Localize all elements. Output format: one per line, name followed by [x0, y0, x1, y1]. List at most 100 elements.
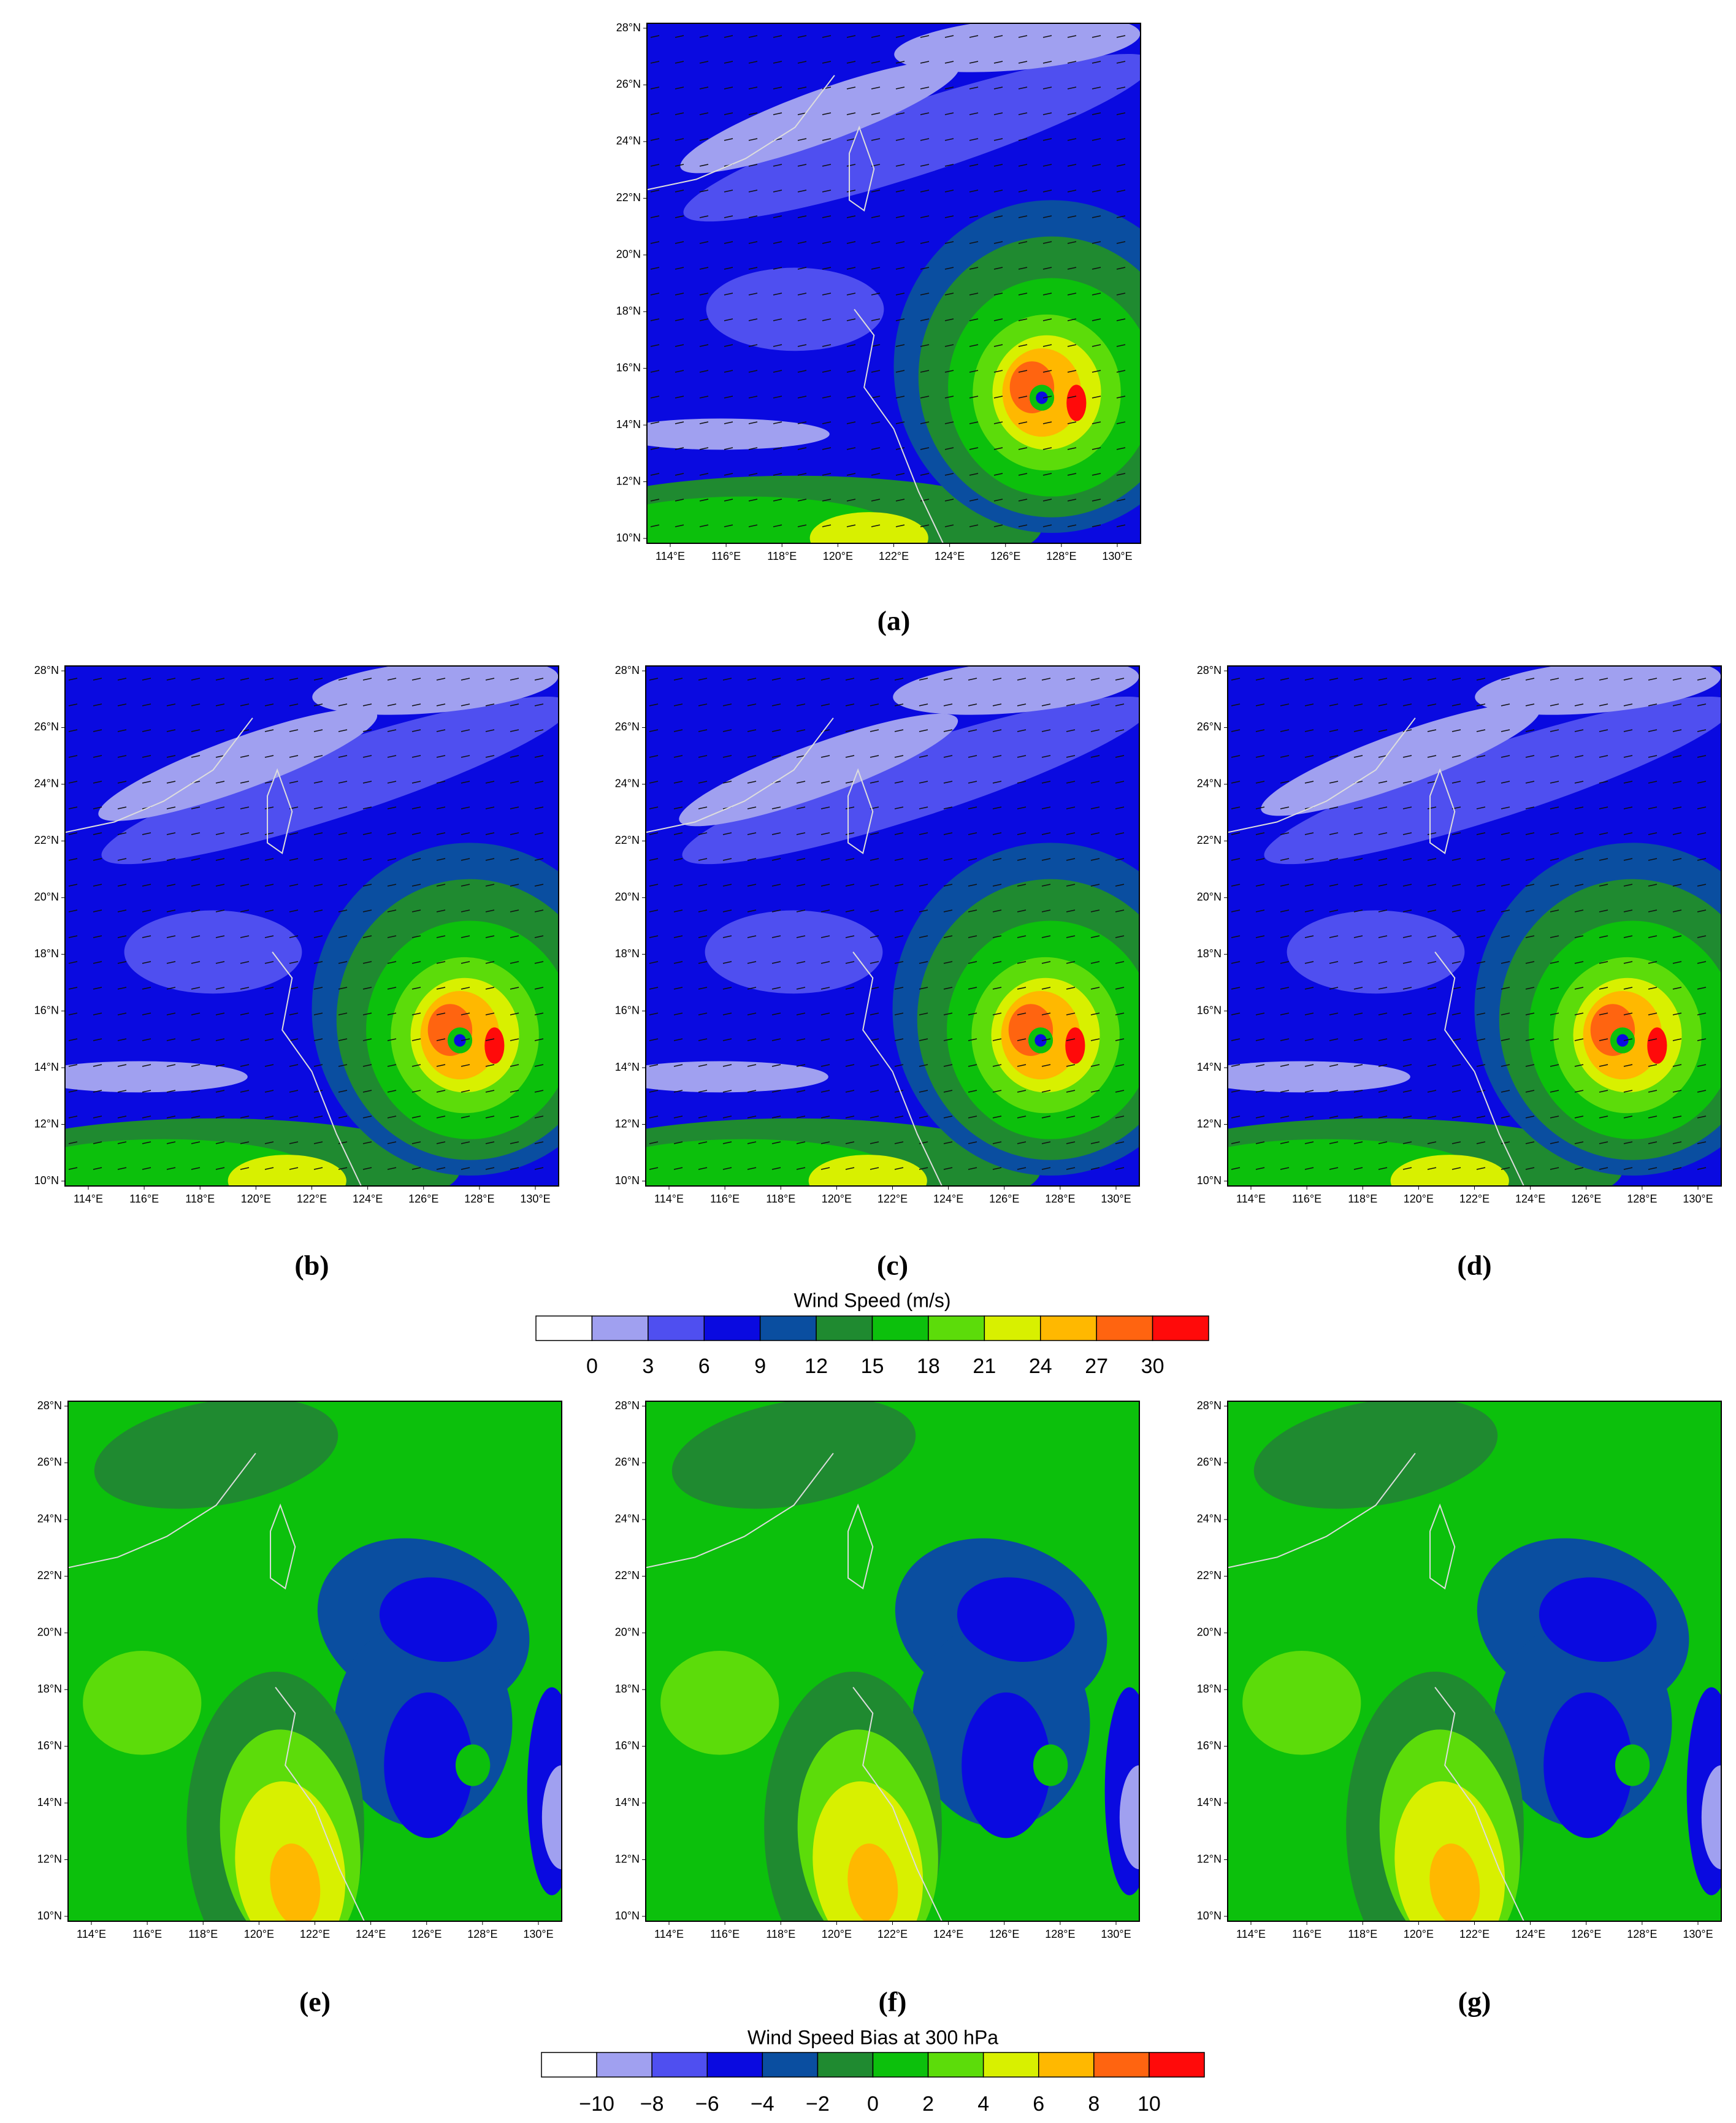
wind-vector [722, 961, 732, 964]
wind-vector [1353, 935, 1363, 938]
contour-region [541, 1765, 562, 1870]
wind-vector [387, 1038, 397, 1041]
wind-vector [1304, 1090, 1314, 1093]
wind-vector [944, 524, 954, 527]
wind-vector [117, 987, 127, 990]
lon-label: 126°E [990, 550, 1020, 562]
lon-label: 116°E [1292, 1193, 1321, 1205]
wind-vector [93, 858, 102, 861]
lat-label: 10°N [615, 1174, 640, 1187]
wind-vector [461, 678, 470, 681]
wind-vector [797, 473, 807, 476]
wind-vector [895, 267, 905, 270]
lon-label: 128°E [1045, 1193, 1075, 1205]
wind-vector [362, 961, 372, 964]
wind-vector [993, 344, 1003, 347]
wind-vector [264, 858, 274, 861]
wind-vector [1574, 678, 1584, 681]
wind-vector [1574, 703, 1584, 706]
wind-vector [485, 1167, 495, 1170]
wind-vector [1451, 1141, 1461, 1144]
coastline [65, 717, 253, 833]
lon-label: 130°E [1101, 1193, 1131, 1205]
wind-vector [68, 832, 78, 835]
wind-vector [461, 781, 470, 784]
wind-vector [845, 961, 855, 964]
wind-vector [920, 421, 930, 424]
wind-vector [1599, 1012, 1608, 1016]
wind-vector [1018, 396, 1028, 399]
wind-vector [1042, 344, 1052, 347]
wind-vector [485, 987, 495, 990]
contour-region [1036, 391, 1048, 404]
wind-vector [1525, 987, 1535, 990]
wind-vector [1427, 729, 1437, 732]
colorbar-box [871, 1315, 929, 1341]
wind-vector [894, 755, 904, 758]
wind-vector [1427, 781, 1437, 784]
wind-vector [919, 729, 928, 732]
wind-vector [1402, 884, 1412, 887]
wind-vector [822, 61, 832, 64]
wind-vector [68, 1141, 78, 1144]
lon-label: 114°E [654, 1928, 684, 1940]
wind-vector [436, 729, 446, 732]
wind-vector [1451, 884, 1461, 887]
coastline [854, 308, 944, 543]
wind-vector [1697, 781, 1707, 784]
wind-vector [698, 909, 708, 912]
wind-vector [1501, 1064, 1510, 1067]
wind-vector [773, 447, 782, 450]
wind-vector [1304, 1167, 1314, 1170]
lat-label: 26°N [616, 78, 641, 90]
lon-label: 120°E [823, 550, 853, 562]
wind-vector [264, 935, 274, 938]
wind-vector [264, 729, 274, 732]
wind-vector [1378, 961, 1388, 964]
wind-vector [1304, 832, 1314, 835]
wind-vector [1255, 755, 1265, 758]
lat-label: 14°N [615, 1796, 640, 1808]
wind-vector [387, 1141, 397, 1144]
wind-vector [1018, 447, 1028, 450]
wind-vector [1378, 1090, 1388, 1093]
wind-vector [748, 138, 758, 141]
wind-vector [1599, 729, 1608, 732]
wind-vector [673, 987, 683, 990]
wind-vector [722, 1038, 732, 1041]
wind-vector [797, 61, 807, 64]
wind-vector [1329, 961, 1339, 964]
wind-vector [1697, 1012, 1707, 1016]
wind-vector [797, 293, 807, 296]
lat-label: 24°N [1197, 1513, 1222, 1525]
wind-vector [1648, 806, 1658, 809]
wind-vector [142, 703, 151, 706]
wind-vector [289, 884, 299, 887]
wind-vector [1451, 1115, 1461, 1119]
wind-vector [191, 755, 201, 758]
wind-vector [1041, 1038, 1051, 1041]
wind-vector [1067, 86, 1077, 90]
contour-region [228, 1155, 346, 1186]
lon-label: 114°E [77, 1928, 106, 1940]
wind-vector [1501, 961, 1510, 964]
wind-vector [1280, 961, 1290, 964]
wind-vector [773, 293, 782, 296]
wind-vector [1092, 35, 1101, 38]
wind-vector [510, 858, 519, 861]
wind-vector [748, 318, 758, 321]
wind-vector [724, 396, 733, 399]
wind-vector [1231, 1167, 1241, 1170]
contour-region [384, 1692, 473, 1838]
wind-vector [1092, 61, 1101, 64]
wind-vector [698, 1090, 708, 1093]
wind-vector [191, 703, 201, 706]
wind-vector [1329, 1012, 1339, 1016]
wind-vector [142, 781, 151, 784]
wind-vector [1231, 935, 1241, 938]
wind-vector [264, 1090, 274, 1093]
wind-vector [1648, 1115, 1658, 1119]
wind-vector [894, 1012, 904, 1016]
wind-vector [943, 1090, 953, 1093]
wind-vector [264, 1141, 274, 1144]
